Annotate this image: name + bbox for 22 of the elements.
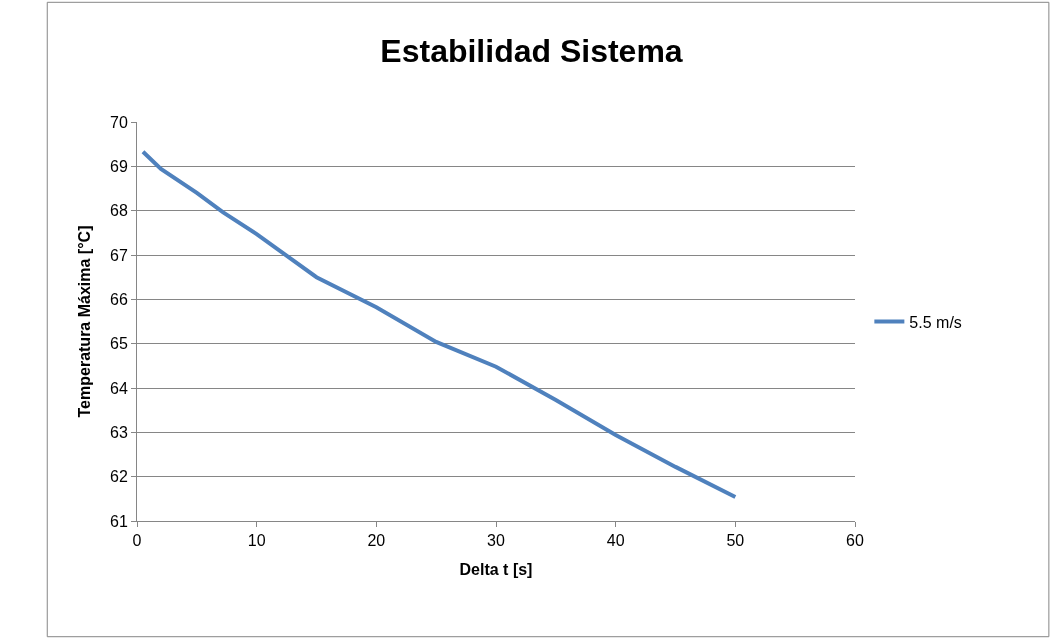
- y-tick-label: 67: [110, 246, 128, 264]
- y-tick-label: 64: [110, 379, 128, 397]
- y-axis-title: Temperatura Máxima [°C]: [75, 225, 93, 418]
- y-tick-label: 68: [110, 202, 128, 220]
- x-tick-label: 0: [132, 532, 142, 550]
- x-tick-label: 20: [367, 532, 386, 550]
- y-tick-label: 70: [110, 113, 128, 131]
- x-axis-title: Delta t [s]: [459, 560, 533, 578]
- x-tick-label: 40: [606, 532, 625, 550]
- x-tick-label: 50: [726, 532, 745, 550]
- y-tick-label: 69: [110, 157, 128, 175]
- legend-label: 5.5 m/s: [909, 313, 962, 331]
- x-tick-label: 10: [247, 532, 266, 550]
- line-series: [140, 149, 738, 500]
- y-tick-label: 61: [110, 512, 128, 530]
- x-tick-label: 60: [846, 532, 864, 550]
- chart-title: Estabilidad Sistema: [380, 33, 683, 70]
- y-tick-label: 63: [110, 423, 128, 441]
- x-tick-label: 30: [487, 532, 505, 550]
- y-tick-label: 65: [110, 335, 128, 353]
- y-tick-label: 62: [110, 468, 128, 486]
- y-tick-label: 66: [110, 290, 128, 308]
